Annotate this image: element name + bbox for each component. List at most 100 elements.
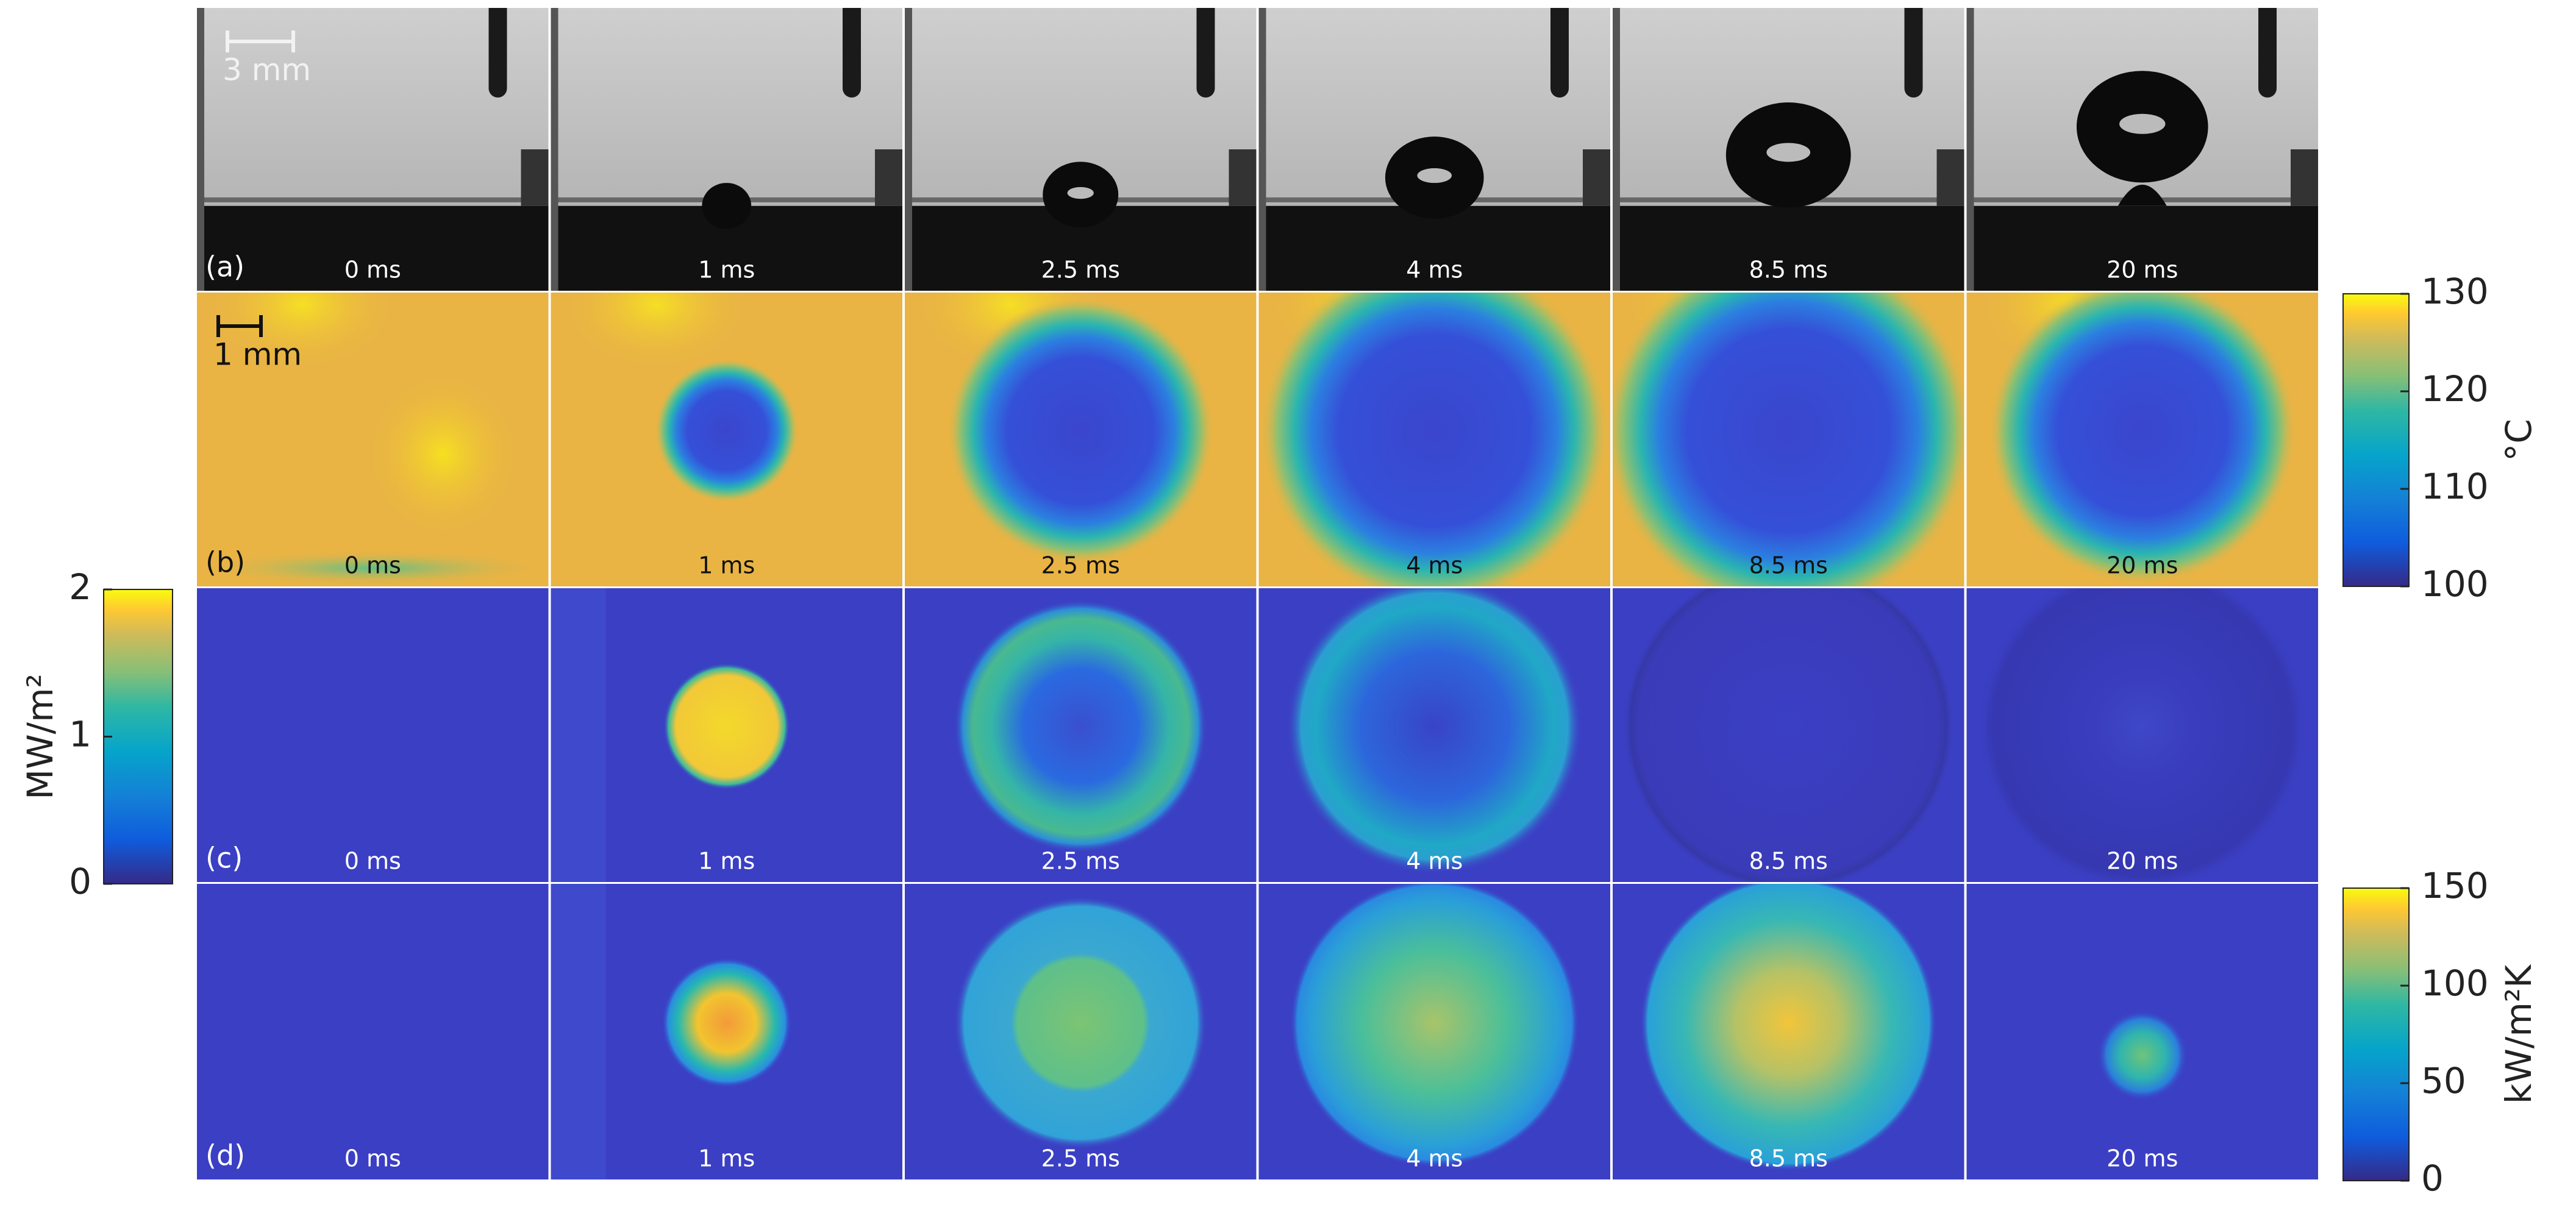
image-panel [905, 588, 1257, 882]
left-edge [551, 8, 558, 291]
streak [551, 588, 606, 882]
colorbar-label: kW/m²K [2498, 964, 2539, 1104]
heat-spot [1290, 884, 1579, 1168]
surface [1613, 205, 1964, 291]
time-label: 0 ms [344, 848, 401, 875]
time-label: 0 ms [344, 1145, 401, 1172]
needle [1904, 8, 1923, 98]
hot-spot [558, 293, 754, 372]
droplet-highlight [1417, 168, 1452, 183]
time-label: 8.5 ms [1749, 848, 1828, 875]
time-label: 4 ms [1406, 552, 1463, 579]
colorbar [103, 589, 173, 884]
time-label: 4 ms [1406, 848, 1463, 875]
heat-spot [1976, 588, 2309, 882]
image-panel [551, 884, 902, 1179]
image-panel [197, 884, 549, 1179]
left-edge [1613, 8, 1620, 291]
time-label: 2.5 ms [1041, 848, 1120, 875]
droplet-neck [2118, 185, 2167, 206]
time-label: 20 ms [2107, 552, 2178, 579]
wall [1583, 149, 1610, 206]
needle [2258, 8, 2277, 98]
left-edge [1966, 8, 1974, 291]
image-panel [1258, 8, 1610, 291]
colorbar-label: MW/m² [20, 674, 61, 800]
colorbar-tick-label: 150 [2421, 865, 2489, 906]
heat-spot [1286, 588, 1583, 875]
colorbar-tick-label: 0 [2421, 1158, 2444, 1199]
image-panel [197, 293, 549, 586]
needle [1550, 8, 1569, 98]
colorbar-tick-label: 120 [2421, 368, 2489, 410]
needle [842, 8, 861, 98]
cool-edge [197, 550, 549, 586]
droplet-highlight [1067, 187, 1094, 199]
time-label: 0 ms [344, 257, 401, 283]
time-label: 8.5 ms [1749, 257, 1828, 283]
colorbar-tick-label: 100 [2421, 962, 2489, 1004]
left-edge [197, 8, 204, 291]
image-panel [1613, 884, 1964, 1179]
time-label: 2.5 ms [1041, 257, 1120, 283]
image-panel [551, 293, 902, 586]
row-label: (c) [205, 842, 243, 875]
heat-spot [954, 600, 1207, 853]
image-panel [1966, 588, 2318, 882]
hot-spot [363, 369, 523, 540]
cold-spot [1613, 293, 1964, 586]
background [197, 588, 549, 882]
needle [1196, 8, 1215, 98]
image-panel [1613, 293, 1964, 586]
wall [1229, 149, 1257, 206]
time-label: 4 ms [1406, 257, 1463, 283]
surface-edge [197, 197, 549, 202]
colorbar-tick-label: 0 [69, 861, 91, 902]
image-panel [905, 293, 1257, 586]
image-panel [1613, 8, 1964, 291]
needle [488, 8, 507, 98]
cold-spot [1260, 293, 1610, 586]
heat-spot [1622, 588, 1955, 882]
time-label: 8.5 ms [1749, 552, 1828, 579]
image-panel [1613, 588, 1964, 882]
surface [1258, 205, 1610, 291]
image-panel [551, 588, 902, 882]
time-label: 20 ms [2107, 1145, 2178, 1172]
scale-bar-label: 1 mm [213, 337, 302, 372]
colorbar-tick-label: 130 [2421, 271, 2489, 312]
cold-spot [654, 358, 799, 503]
colorbar-tick-label: 100 [2421, 563, 2489, 605]
heat-spot [2097, 1010, 2188, 1101]
time-label: 1 ms [698, 1145, 755, 1172]
time-label: 4 ms [1406, 1145, 1463, 1172]
image-panel [1258, 293, 1610, 586]
time-label: 1 ms [698, 257, 755, 283]
surface [197, 205, 549, 291]
wall [521, 149, 549, 206]
image-panel [197, 8, 549, 291]
droplet-highlight [2119, 113, 2166, 134]
wall [1936, 149, 1964, 206]
time-label: 0 ms [344, 552, 401, 579]
left-edge [1258, 8, 1266, 291]
heat-spot [1640, 884, 1937, 1171]
streak [551, 884, 606, 1179]
colorbar [2342, 293, 2410, 587]
background [197, 884, 549, 1179]
image-panel [1258, 588, 1610, 882]
image-panel [905, 8, 1257, 291]
left-edge [905, 8, 912, 291]
time-label: 2.5 ms [1041, 1145, 1120, 1172]
colorbar-label: °C [2498, 419, 2539, 461]
time-label: 1 ms [698, 552, 755, 579]
row-label: (d) [205, 1139, 245, 1172]
time-label: 20 ms [2107, 257, 2178, 283]
cold-spot [947, 297, 1215, 564]
image-panel [197, 588, 549, 882]
heat-spot [662, 958, 792, 1088]
surface [1966, 205, 2318, 291]
wall [875, 149, 902, 206]
time-label: 20 ms [2107, 848, 2178, 875]
